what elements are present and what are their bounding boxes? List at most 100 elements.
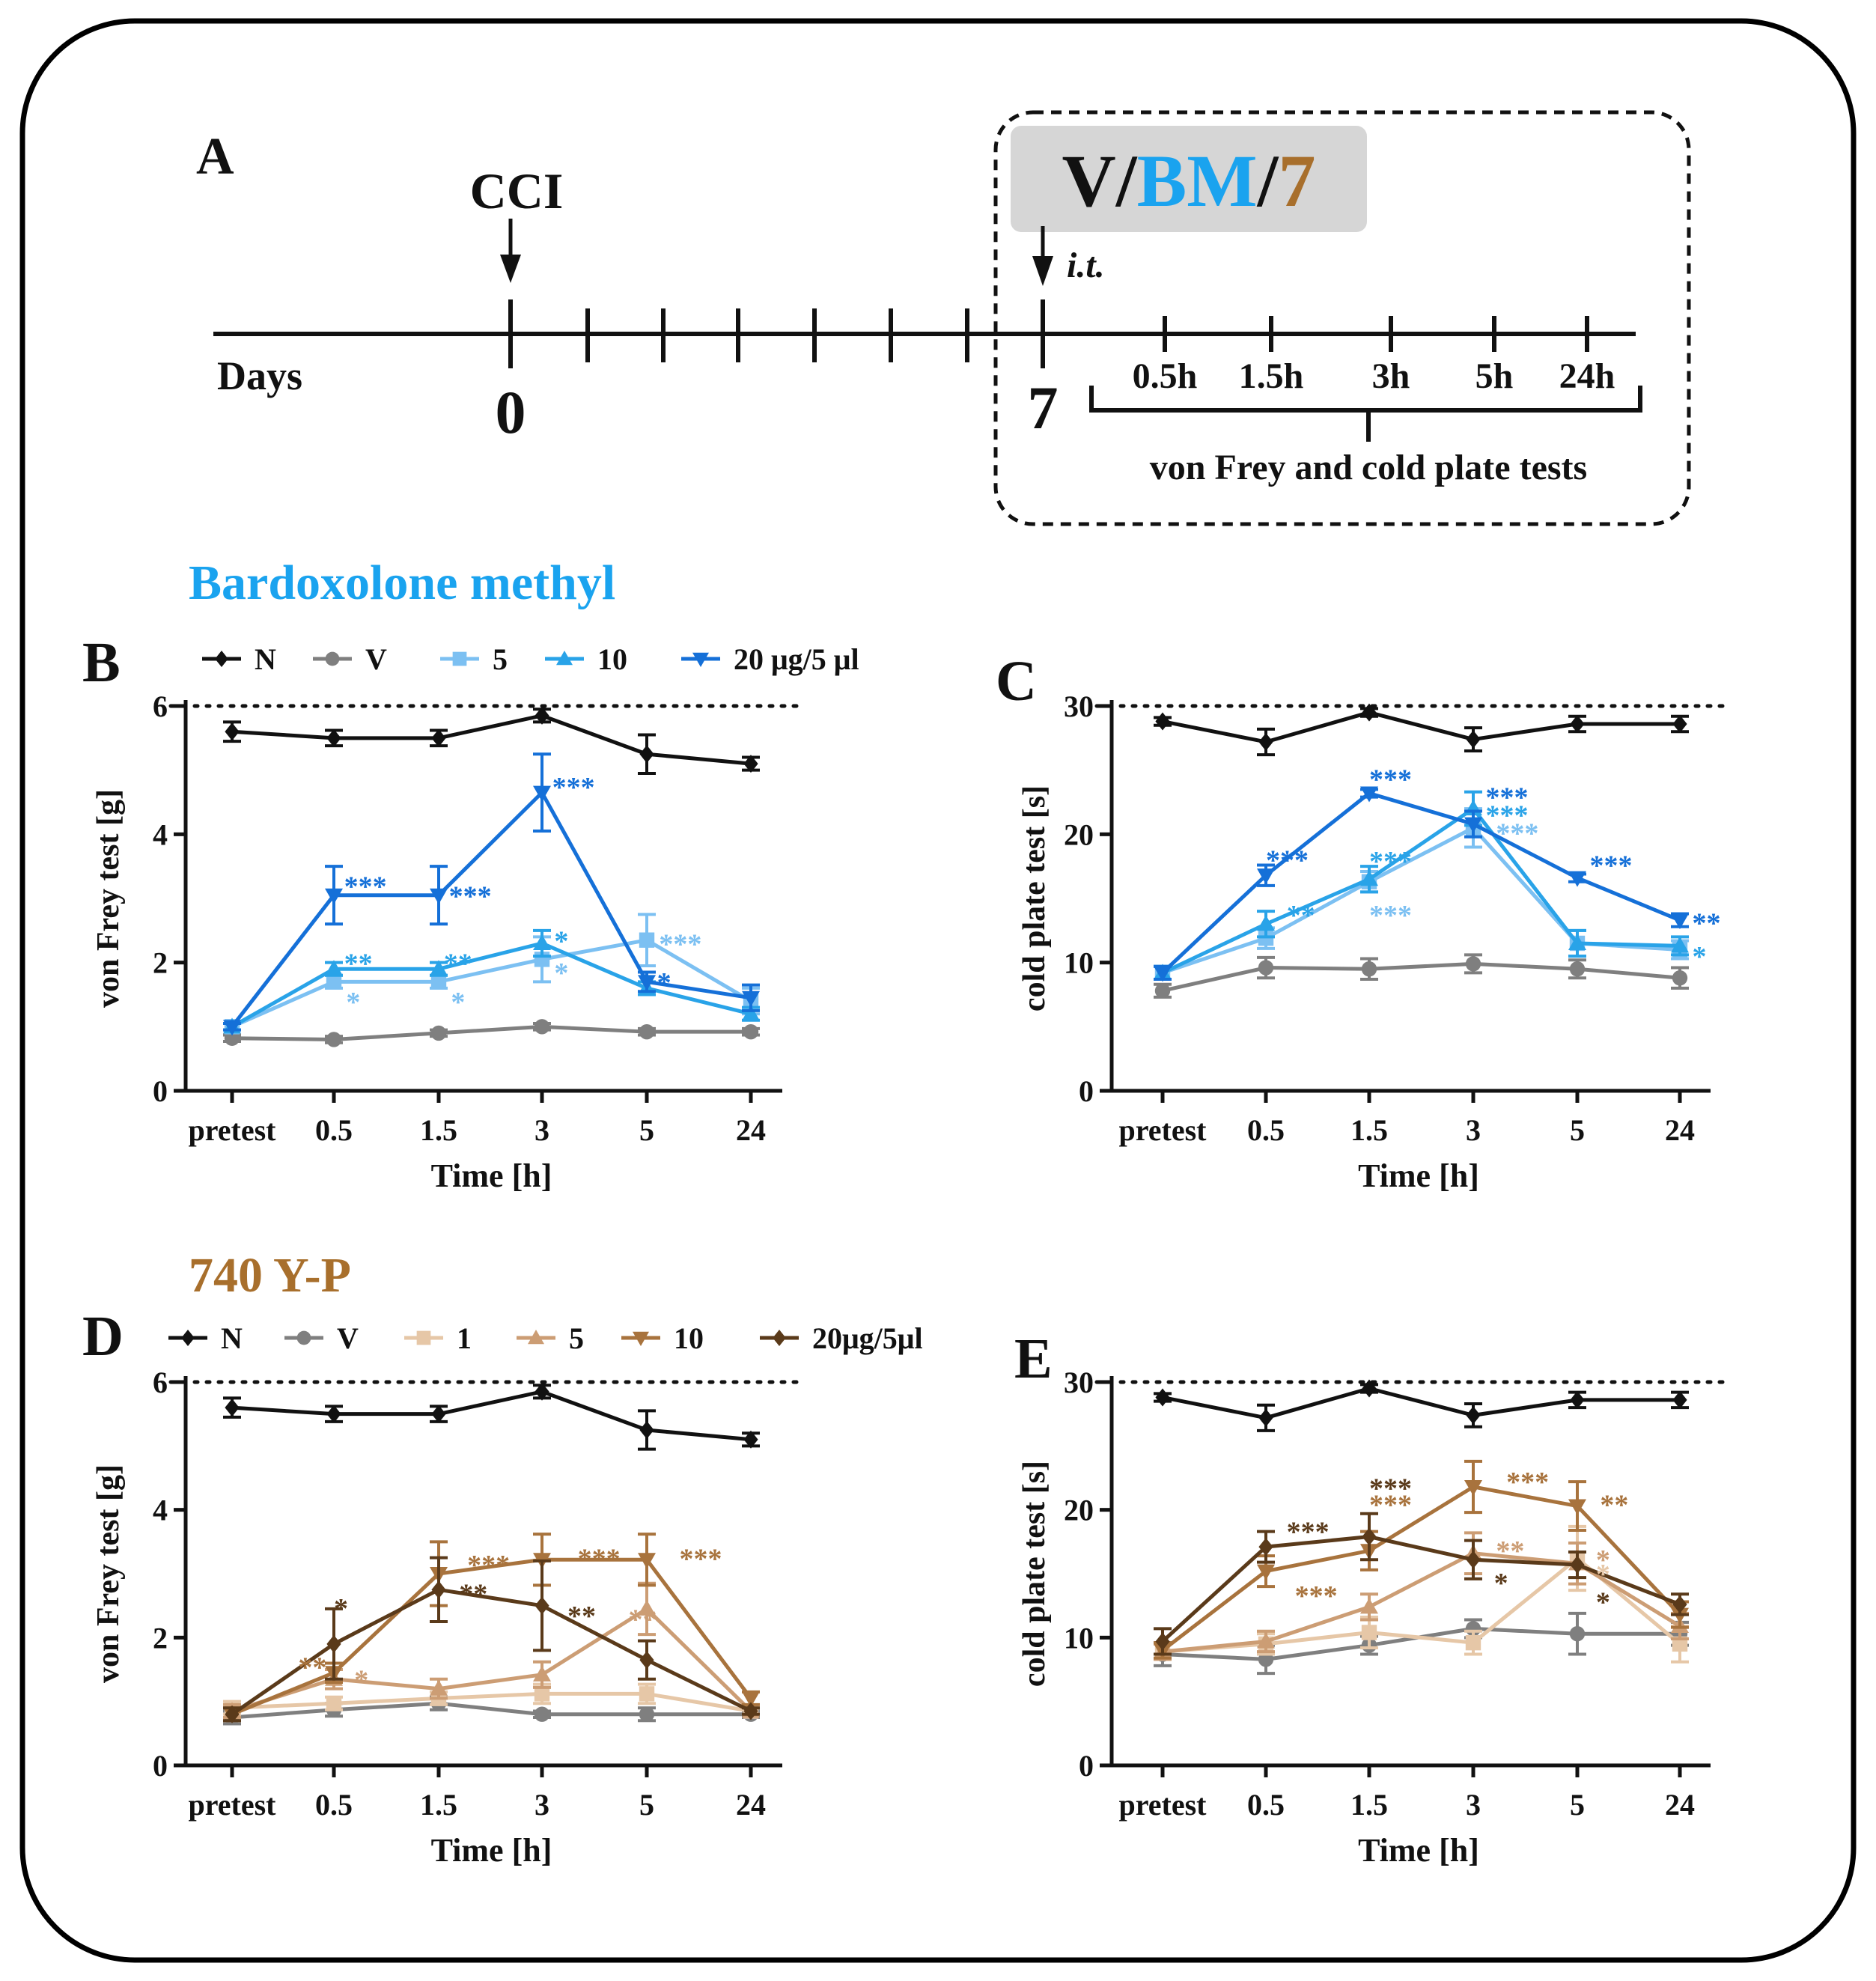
series-line: [1161, 791, 1681, 975]
significance-marker: **: [1600, 1490, 1628, 1521]
significance-marker: ***: [1369, 1473, 1412, 1505]
data-point: [326, 1634, 341, 1653]
y-tick-label: 2: [153, 1621, 168, 1655]
y-tick-label: 6: [153, 690, 168, 723]
data-point: [743, 1430, 758, 1449]
data-point: [1155, 1632, 1170, 1651]
data-point: [742, 1005, 760, 1021]
series-yp20: [223, 1556, 760, 1723]
data-point: [1568, 871, 1586, 887]
data-point: [225, 1705, 240, 1723]
significance-marker: ***: [1266, 845, 1309, 876]
data-point: [1465, 1634, 1481, 1651]
x-tick-label: 5: [1570, 1788, 1585, 1822]
treatment-sep-1: /: [1115, 139, 1138, 222]
data-point: [1360, 1598, 1378, 1614]
data-point: [430, 1025, 447, 1041]
series-line: [1162, 1387, 1680, 1420]
data-point: [1257, 1632, 1275, 1649]
data-point: [225, 1399, 240, 1417]
data-point: [326, 728, 341, 747]
x-axis-title: Time [h]: [1358, 1157, 1479, 1194]
legend-marker: [181, 1330, 195, 1346]
x-tick-label: 24: [736, 1788, 766, 1822]
significance-marker: ***: [1369, 846, 1412, 877]
treatment-badge: [1011, 126, 1367, 232]
series-line: [231, 1024, 751, 1041]
series-V: [223, 1019, 760, 1047]
data-point: [430, 960, 448, 976]
significance-marker: ***: [659, 929, 701, 961]
data-point: [1568, 1499, 1586, 1515]
data-point: [1464, 1479, 1482, 1496]
data-point: [1465, 956, 1481, 972]
significance-marker: ***: [1369, 764, 1412, 796]
y-tick-label: 10: [1064, 1621, 1094, 1655]
significance-marker: *: [554, 925, 568, 957]
significance-marker: ***: [680, 1543, 722, 1574]
data-point: [1258, 732, 1273, 751]
legend-label: 5: [569, 1321, 584, 1355]
data-point: [326, 1696, 342, 1711]
data-point: [639, 1686, 655, 1702]
data-point: [1569, 1626, 1586, 1642]
x-tick-label: pretest: [1119, 1788, 1207, 1822]
series-line: [231, 941, 752, 1029]
data-point: [430, 888, 448, 904]
significance-marker: *: [1693, 941, 1707, 973]
legend-marker: [528, 1330, 544, 1345]
data-point: [743, 755, 758, 773]
x-tick-label: 0.5: [1247, 1113, 1285, 1147]
data-point: [638, 975, 656, 991]
legend-label: V: [365, 642, 387, 676]
x-tick-label: 3: [535, 1113, 549, 1147]
significance-marker: ***: [449, 880, 492, 912]
timepoint-labels: 0.5h 1.5h 3h 5h 24h: [1133, 356, 1615, 396]
data-point: [1154, 966, 1172, 982]
x-tick-label: 24: [1665, 1788, 1695, 1822]
data-point: [1671, 937, 1689, 953]
y-tick-label: 4: [153, 818, 168, 851]
panel-label: B: [82, 631, 121, 694]
data-point: [1570, 1556, 1585, 1574]
x-tick-label: 0.5: [315, 1788, 353, 1822]
y-tick-label: 4: [153, 1494, 168, 1527]
legend-marker: [215, 651, 228, 667]
y-tick-label: 30: [1064, 690, 1094, 723]
treatment-sep-2: /: [1257, 139, 1279, 222]
timepoint-label: 24h: [1559, 356, 1615, 396]
x-tick-label: 0.5: [315, 1113, 353, 1147]
data-point: [1671, 913, 1689, 930]
data-point: [326, 1032, 342, 1047]
legend-bm: N V 5 10 20 μg/5 μl: [202, 642, 859, 676]
significance-marker: ***: [1496, 818, 1538, 849]
series-line: [231, 713, 752, 766]
significance-marker: **: [1496, 1536, 1524, 1567]
series-N: [223, 706, 760, 775]
data-point: [639, 1421, 654, 1439]
treatment-bm: BM: [1137, 139, 1258, 222]
data-point: [742, 990, 760, 1007]
tests-label: von Frey and cold plate tests: [1150, 448, 1587, 487]
data-point: [534, 1706, 550, 1722]
outer-frame: [19, 18, 1857, 1963]
data-point: [1258, 960, 1274, 976]
data-point: [1257, 868, 1275, 885]
data-point: [1360, 786, 1378, 803]
series-line: [1161, 1535, 1681, 1643]
data-point: [1258, 1408, 1273, 1427]
data-point: [1569, 961, 1586, 977]
data-point: [639, 1706, 655, 1722]
data-point: [535, 1382, 549, 1401]
series-line: [1162, 710, 1680, 744]
data-point: [1258, 1538, 1273, 1556]
treatment-window-box: [993, 110, 1691, 526]
cci-arrow-head: [500, 255, 521, 283]
data-point: [326, 974, 342, 990]
significance-marker: **: [459, 1578, 487, 1610]
y-tick-label: 20: [1064, 1494, 1094, 1527]
data-point: [638, 1599, 656, 1616]
data-point: [1466, 730, 1481, 749]
cci-label: CCI: [470, 162, 564, 219]
section-title-bm: Bardoxolone methyl: [189, 556, 615, 610]
